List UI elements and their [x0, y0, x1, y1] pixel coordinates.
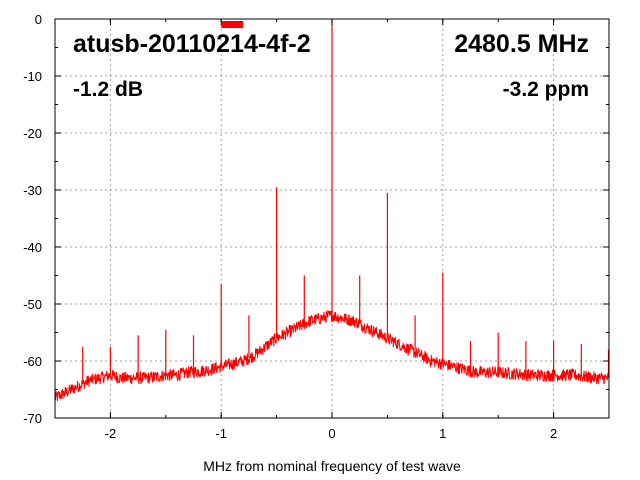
frequency-label: 2480.5 MHz: [454, 30, 589, 58]
x-tick-label: 0: [328, 426, 335, 441]
x-tick-label: -2: [105, 426, 117, 441]
x-tick-label: 1: [439, 426, 446, 441]
noise-floor-line: [54, 309, 610, 401]
y-tick-label: -60: [23, 354, 42, 369]
y-tick-labels: 0 -10 -20 -30 -40 -50 -60 -70: [23, 12, 42, 426]
offset-label: -3.2 ppm: [503, 78, 589, 101]
x-tick-label: -1: [215, 426, 227, 441]
y-tick-label: -30: [23, 183, 42, 198]
y-tick-label: -10: [23, 69, 42, 84]
x-axis-title: MHz from nominal frequency of test wave: [203, 458, 461, 474]
y-tick-label: 0: [35, 12, 42, 27]
y-tick-label: -40: [23, 240, 42, 255]
spectrum-series: [54, 19, 610, 401]
device-label: atusb-20110214-4f-2: [73, 30, 311, 58]
power-label: -1.2 dB: [73, 78, 143, 101]
ticks: [54, 18, 610, 419]
y-tick-label: -50: [23, 297, 42, 312]
x-tick-label: 2: [550, 426, 557, 441]
x-tick-labels: -2 -1 0 1 2: [105, 426, 558, 441]
y-tick-label: -20: [23, 126, 42, 141]
y-tick-label: -70: [23, 411, 42, 426]
red-marker: [221, 21, 244, 28]
